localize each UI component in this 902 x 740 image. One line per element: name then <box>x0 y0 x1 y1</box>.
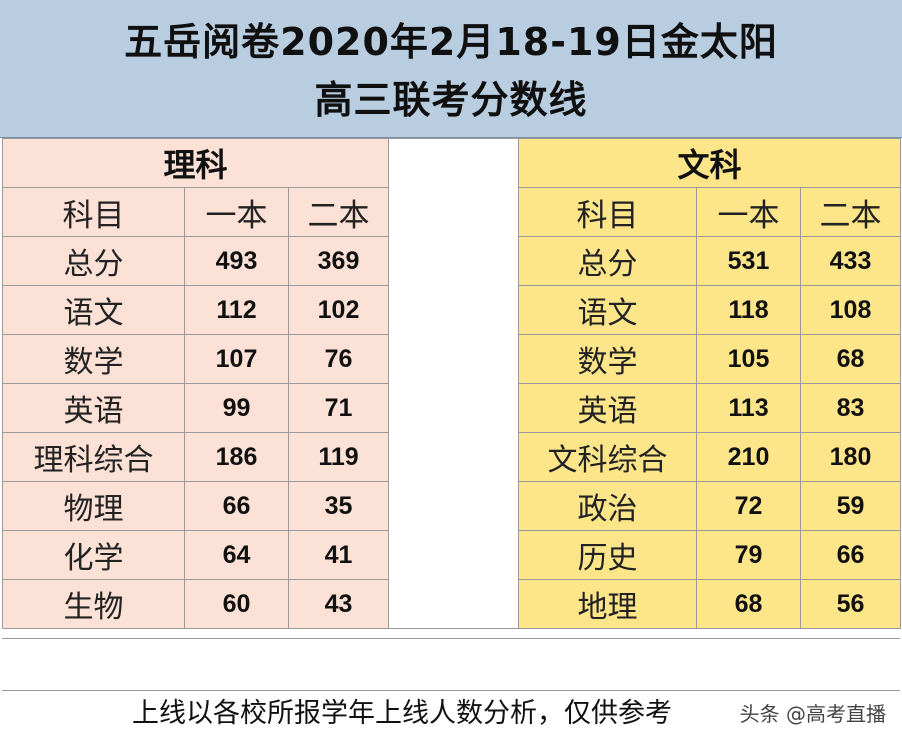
footer: 上线以各校所报学年上线人数分析，仅供参考 头条 @高考直播 <box>2 690 900 740</box>
watermark: 头条 @高考直播 <box>739 702 886 726</box>
table-row: 总分 493 369 总分 531 433 <box>2 236 901 286</box>
arts-second-score: 108 <box>829 295 872 324</box>
arts-second-score: 68 <box>836 344 865 373</box>
science-col-second: 二本 <box>288 187 389 237</box>
blank-row <box>2 638 900 690</box>
table-row: 化学 64 41 历史 79 66 <box>2 530 901 580</box>
arts-first-score: 113 <box>728 393 769 422</box>
score-table: 理科 文科 科目 一本 二本 科目 一本 二本 总分 493 369 总分 <box>2 138 901 629</box>
science-subject: 理科综合 <box>33 443 154 478</box>
arts-subject: 总分 <box>577 247 638 282</box>
arts-col-first: 一本 <box>696 187 801 237</box>
arts-subject: 地理 <box>577 590 638 625</box>
science-first-score: 107 <box>215 344 258 373</box>
title-line-2: 高三联考分数线 <box>314 78 588 122</box>
science-subject: 数学 <box>63 345 124 380</box>
science-col-first: 一本 <box>184 187 289 237</box>
arts-header-cell: 文科 <box>518 138 901 188</box>
arts-subject: 语文 <box>577 296 638 331</box>
title-banner: 五岳阅卷2020年2月18-19日金太阳 高三联考分数线 <box>0 0 902 138</box>
arts-subject: 数学 <box>577 345 638 380</box>
arts-subject: 英语 <box>577 394 638 429</box>
science-second-score: 119 <box>318 442 359 471</box>
table-row: 物理 66 35 政治 72 59 <box>2 481 901 531</box>
science-col-subject: 科目 <box>2 187 185 237</box>
arts-second-score: 433 <box>829 246 872 275</box>
arts-first-score: 72 <box>734 491 763 520</box>
science-second-score: 76 <box>324 344 353 373</box>
arts-header: 文科 <box>677 146 742 184</box>
science-subject: 语文 <box>63 296 124 331</box>
arts-first-score: 118 <box>728 295 769 324</box>
arts-col-subject: 科目 <box>518 187 697 237</box>
science-second-score: 102 <box>317 295 360 324</box>
science-subject: 英语 <box>63 394 124 429</box>
science-header: 理科 <box>163 146 228 184</box>
science-second-score: 369 <box>317 246 360 275</box>
science-first-score: 493 <box>215 246 258 275</box>
arts-first-score: 531 <box>727 246 770 275</box>
arts-col-second: 二本 <box>800 187 901 237</box>
arts-first-score: 68 <box>734 589 763 618</box>
science-subject: 化学 <box>63 541 124 576</box>
science-second-score: 71 <box>324 393 353 422</box>
table-row: 理科综合 186 119 文科综合 210 180 <box>2 432 901 482</box>
science-second-score: 43 <box>324 589 353 618</box>
arts-second-score: 59 <box>836 491 865 520</box>
table-row: 英语 99 71 英语 113 83 <box>2 383 901 433</box>
footer-note: 上线以各校所报学年上线人数分析，仅供参考 <box>132 698 672 729</box>
science-first-score: 66 <box>222 491 251 520</box>
arts-subject: 政治 <box>577 492 638 527</box>
science-header-cell: 理科 <box>2 138 389 188</box>
title-line-1: 五岳阅卷2020年2月18-19日金太阳 <box>124 20 778 64</box>
science-second-score: 35 <box>324 491 353 520</box>
table-row: 生物 60 43 地理 68 56 <box>2 579 901 629</box>
science-subject: 生物 <box>63 590 124 625</box>
science-first-score: 99 <box>222 393 251 422</box>
science-first-score: 112 <box>216 295 257 324</box>
science-subject: 总分 <box>63 247 124 282</box>
arts-second-score: 66 <box>836 540 865 569</box>
science-subject: 物理 <box>63 492 124 527</box>
gap-column <box>388 138 519 629</box>
arts-first-score: 210 <box>727 442 770 471</box>
science-first-score: 186 <box>215 442 258 471</box>
arts-first-score: 105 <box>727 344 770 373</box>
arts-second-score: 83 <box>836 393 865 422</box>
arts-second-score: 180 <box>829 442 872 471</box>
arts-subject: 历史 <box>577 541 638 576</box>
science-second-score: 41 <box>324 540 353 569</box>
science-first-score: 60 <box>222 589 251 618</box>
arts-second-score: 56 <box>836 589 865 618</box>
arts-subject: 文科综合 <box>547 443 668 478</box>
arts-first-score: 79 <box>734 540 763 569</box>
table-row: 语文 112 102 语文 118 108 <box>2 285 901 335</box>
science-first-score: 64 <box>222 540 251 569</box>
